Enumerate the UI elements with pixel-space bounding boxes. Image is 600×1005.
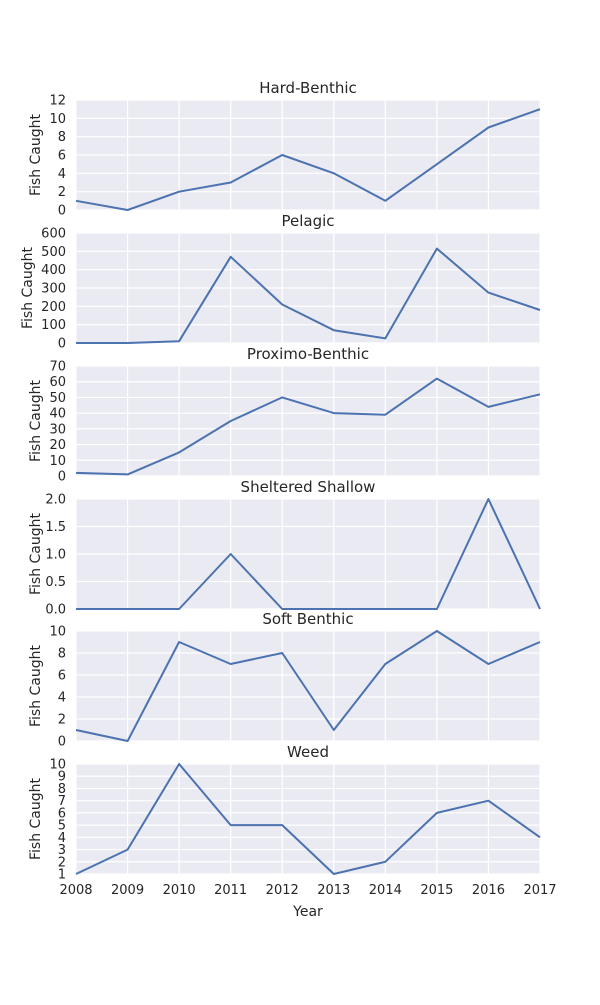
- y-tick-label: 8: [58, 647, 66, 662]
- y-tick-label: 6: [58, 669, 66, 684]
- x-tick-label: 2014: [369, 883, 402, 898]
- y-tick-label: 6: [58, 149, 66, 164]
- y-tick-label: 600: [41, 227, 66, 242]
- y-tick-label: 20: [49, 438, 66, 453]
- y-tick-label: 2.0: [45, 493, 66, 508]
- y-tick-label: 0.0: [45, 603, 66, 618]
- y-tick-label: 200: [41, 300, 66, 315]
- y-tick-label: 1.5: [45, 520, 66, 535]
- series-line: [75, 377, 541, 476]
- x-axis-label: Year: [292, 904, 323, 920]
- y-tick-label: 7: [58, 794, 66, 809]
- y-axis-label: Fish Caught: [28, 379, 44, 462]
- y-tick-label: 10: [49, 454, 66, 469]
- x-tick-label: 2015: [420, 883, 453, 898]
- y-tick-label: 4: [58, 167, 66, 182]
- y-tick-label: 10: [49, 112, 66, 127]
- panel-title: Sheltered Shallow: [241, 478, 376, 496]
- series-line: [76, 247, 541, 344]
- panel-title: Proximo-Benthic: [247, 345, 369, 363]
- x-tick-label: 2008: [59, 883, 92, 898]
- y-tick-label: 2: [58, 713, 66, 728]
- y-tick-label: 1.0: [45, 548, 66, 563]
- y-tick-label: 0.5: [45, 575, 66, 590]
- y-tick-label: 60: [49, 375, 66, 390]
- y-axis-label: Fish Caught: [20, 246, 36, 329]
- panel-background: [76, 764, 540, 874]
- y-tick-label: 9: [58, 770, 66, 785]
- y-tick-label: 40: [49, 407, 66, 422]
- y-tick-label: 10: [49, 758, 66, 773]
- x-tick-label: 2009: [111, 883, 144, 898]
- y-tick-label: 2: [58, 855, 66, 870]
- y-axis-label: Fish Caught: [28, 113, 44, 196]
- y-tick-label: 2: [58, 185, 66, 200]
- series-line: [75, 108, 541, 211]
- y-tick-label: 0: [58, 337, 66, 352]
- panel-background: [76, 366, 540, 476]
- y-tick-label: 0: [58, 735, 66, 750]
- panel-title: Soft Benthic: [262, 610, 353, 628]
- x-tick-label: 2010: [163, 883, 196, 898]
- y-tick-label: 6: [58, 806, 66, 821]
- y-tick-label: 0: [58, 470, 66, 485]
- x-tick-label: 2017: [523, 883, 556, 898]
- x-tick-label: 2012: [266, 883, 299, 898]
- y-tick-label: 12: [49, 94, 66, 109]
- series-line: [75, 763, 541, 875]
- y-tick-label: 1: [58, 868, 66, 883]
- x-tick-label: 2016: [472, 883, 505, 898]
- y-tick-label: 50: [49, 391, 66, 406]
- y-tick-label: 4: [58, 691, 66, 706]
- y-axis-label: Fish Caught: [28, 512, 44, 595]
- panel-background: [76, 631, 540, 741]
- y-tick-label: 8: [58, 782, 66, 797]
- y-tick-label: 100: [41, 318, 66, 333]
- y-tick-label: 500: [41, 245, 66, 260]
- x-tick-label: 2011: [214, 883, 247, 898]
- y-tick-label: 30: [49, 422, 66, 437]
- y-tick-label: 70: [49, 360, 66, 375]
- series-line: [76, 498, 541, 610]
- y-axis-label: Fish Caught: [28, 777, 44, 860]
- y-tick-label: 4: [58, 831, 66, 846]
- y-tick-label: 5: [58, 819, 66, 834]
- y-axis-label: Fish Caught: [28, 644, 44, 727]
- panel-title: Weed: [287, 743, 329, 761]
- y-tick-label: 400: [41, 263, 66, 278]
- y-tick-label: 8: [58, 130, 66, 145]
- y-tick-label: 0: [58, 204, 66, 219]
- panel-title: Pelagic: [281, 212, 334, 230]
- x-tick-label: 2013: [317, 883, 350, 898]
- series-line: [75, 630, 541, 742]
- y-tick-label: 10: [49, 625, 66, 640]
- y-tick-label: 300: [41, 282, 66, 297]
- panel-title: Hard-Benthic: [259, 79, 357, 97]
- y-tick-label: 3: [58, 843, 66, 858]
